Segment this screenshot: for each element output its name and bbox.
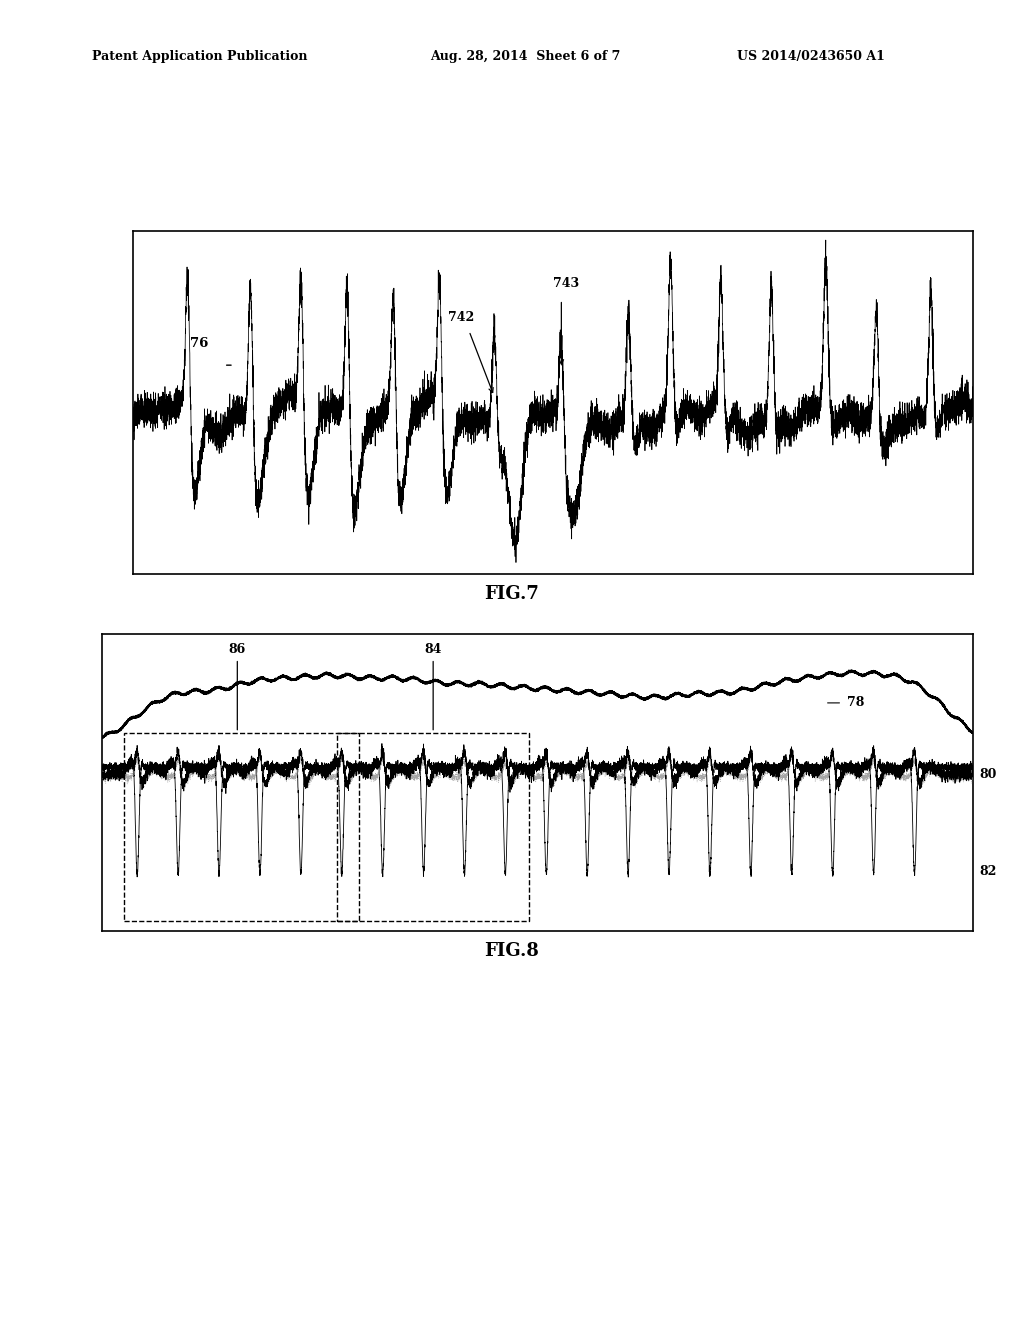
Text: 76: 76: [190, 337, 209, 350]
Text: FIG.7: FIG.7: [484, 585, 540, 603]
Text: US 2014/0243650 A1: US 2014/0243650 A1: [737, 50, 885, 63]
Bar: [338, 733, 528, 921]
Text: 78: 78: [847, 697, 864, 709]
Text: FIG.8: FIG.8: [484, 942, 540, 961]
Text: 743: 743: [553, 277, 580, 290]
Text: Aug. 28, 2014  Sheet 6 of 7: Aug. 28, 2014 Sheet 6 of 7: [430, 50, 621, 63]
Text: 742: 742: [449, 312, 474, 325]
Bar: [124, 733, 359, 921]
Text: 84: 84: [425, 643, 441, 730]
Text: 86: 86: [228, 643, 246, 730]
Text: Patent Application Publication: Patent Application Publication: [92, 50, 307, 63]
Text: 82: 82: [980, 865, 997, 878]
Text: 80: 80: [980, 768, 997, 781]
